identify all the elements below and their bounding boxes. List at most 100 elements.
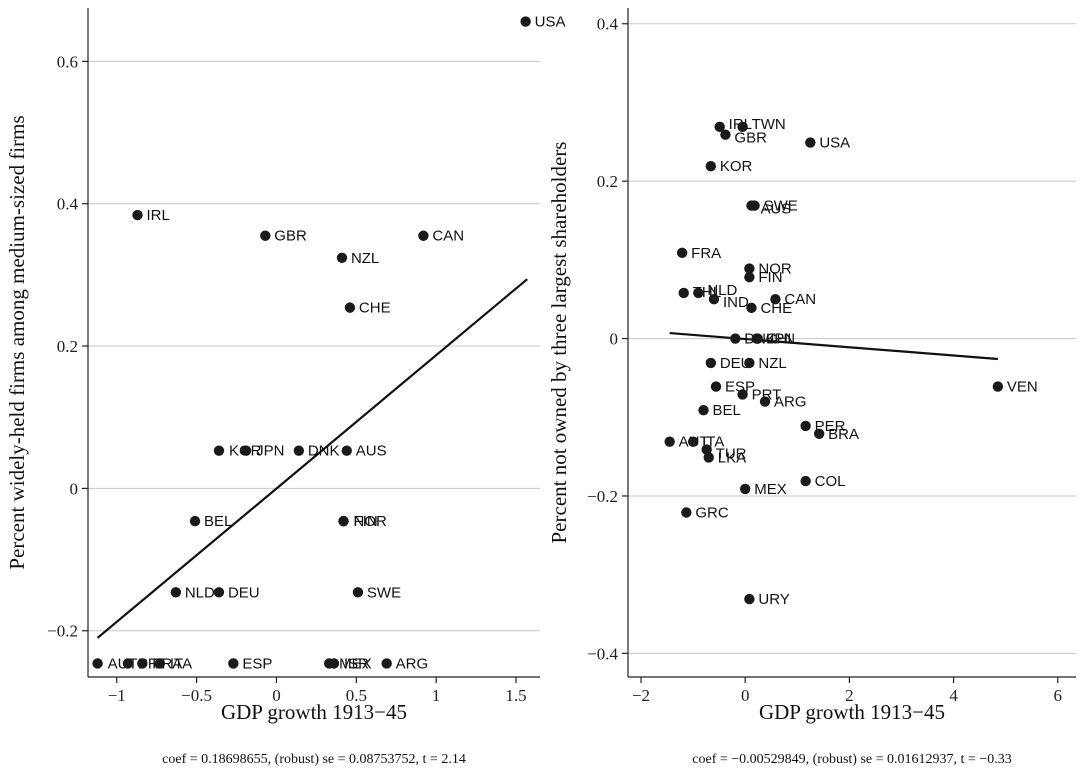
data-point-tur <box>701 444 712 455</box>
x-tick-label: −1 <box>108 686 126 705</box>
y-tick-label: 0 <box>70 479 79 498</box>
data-point-swe <box>352 587 364 598</box>
data-label-nor: NOR <box>354 513 388 530</box>
data-point-aut <box>92 658 103 669</box>
data-point-isr <box>328 658 340 669</box>
x-tick-label: 0.5 <box>346 686 367 705</box>
data-label-che: CHE <box>359 300 391 317</box>
data-point-can <box>418 230 429 241</box>
y-tick-label: −0.4 <box>587 644 618 663</box>
data-point-fra <box>137 658 148 669</box>
y-tick-label: 0 <box>610 330 619 349</box>
data-label-irl: IRL <box>147 207 170 224</box>
x-tick-label: −2 <box>632 686 650 705</box>
data-point-che <box>344 302 356 313</box>
data-point-esp <box>228 658 239 669</box>
data-label-nzl: NZL <box>758 355 786 372</box>
data-point-grc <box>681 507 692 518</box>
data-point-can <box>770 294 781 305</box>
data-label-gbr: GBR <box>734 130 767 147</box>
data-point-ury <box>744 593 755 605</box>
data-label-can: CAN <box>784 291 816 308</box>
data-label-jpn: JPN <box>256 443 284 460</box>
data-point-fra <box>676 247 688 258</box>
data-label-ven: VEN <box>1007 379 1038 396</box>
data-label-jpn: JPN <box>767 331 795 348</box>
data-point-nzl <box>336 252 348 264</box>
data-point-bel <box>698 404 709 416</box>
data-point-per <box>800 420 811 432</box>
data-label-esp: ESP <box>725 379 755 396</box>
data-label-aus: AUS <box>356 443 387 460</box>
x-axis-title: GDP growth 1913−45 <box>759 700 945 724</box>
x-tick-label: −0.5 <box>181 686 212 705</box>
data-point-ind <box>708 294 720 305</box>
data-label-fra: FRA <box>691 245 721 262</box>
data-label-nzl: NZL <box>351 250 379 267</box>
data-point-gbr <box>720 129 731 140</box>
data-label-bel: BEL <box>713 402 741 419</box>
x-tick-label: 4 <box>949 686 958 705</box>
data-point-gbr <box>260 230 271 241</box>
y-tick-label: −0.2 <box>587 487 618 506</box>
data-point-nor <box>338 515 349 527</box>
data-label-chl: CHL <box>766 331 796 348</box>
data-point-nld <box>693 287 704 299</box>
data-point-kor <box>705 160 717 172</box>
data-point-nzl <box>744 357 755 369</box>
x-tick-label: 0 <box>741 686 750 705</box>
left-scatter-panel: −0.2 0 0.2 0.4 0.6 −1 −0.5 0 0.5 1 1.5 USA IRL GBR CAN… <box>5 8 565 767</box>
data-label-dnk: DNK <box>308 443 340 460</box>
fitted-regression-line <box>96 278 528 639</box>
data-label-gbr: GBR <box>274 228 307 245</box>
data-point-dnk <box>293 445 305 456</box>
data-point-mex <box>740 483 751 495</box>
data-label-arg: ARG <box>396 655 429 672</box>
data-point-aut <box>664 436 675 447</box>
data-label-isr: ISR <box>344 655 369 672</box>
data-point-chl <box>751 333 762 344</box>
data-label-usa: USA <box>819 135 850 152</box>
x-tick-label: 2 <box>845 686 854 705</box>
data-label-grc: GRC <box>695 505 729 522</box>
data-label-deu: DEU <box>228 584 260 601</box>
data-point-esp <box>710 381 722 392</box>
y-tick-label: 0.4 <box>597 15 619 34</box>
data-label-swe: SWE <box>367 584 401 601</box>
data-point-deu <box>213 587 225 598</box>
data-point-dnk <box>730 333 741 344</box>
data-point-usa <box>805 137 816 148</box>
data-point-ven <box>992 381 1004 392</box>
data-label-tur: TUR <box>716 446 747 463</box>
data-point-nor <box>744 263 755 274</box>
data-point-deu <box>705 357 717 369</box>
data-label-esp: ESP <box>242 655 272 672</box>
data-label-can: CAN <box>432 228 464 245</box>
data-point-prt <box>737 389 748 400</box>
data-label-nld: NLD <box>185 584 215 601</box>
data-point-usa <box>520 16 531 27</box>
data-point-nld <box>170 587 182 598</box>
data-point-ita <box>687 436 699 447</box>
data-point-arg <box>381 658 392 669</box>
data-point-irl <box>132 209 143 221</box>
data-label-prt: PRT <box>752 386 782 403</box>
data-label-deu: DEU <box>720 355 752 372</box>
x-tick-label: 1.5 <box>505 686 526 705</box>
data-point-jpn <box>240 445 252 456</box>
data-point-kor <box>213 445 225 456</box>
data-point-bra <box>813 428 825 439</box>
data-point-bel <box>189 515 201 527</box>
data-label-swe: SWE <box>764 198 798 215</box>
data-label-arg: ARG <box>774 394 807 411</box>
data-label-nor: NOR <box>758 261 792 278</box>
data-label-fin: FIN <box>354 513 378 530</box>
data-label-kor: KOR <box>720 158 753 175</box>
y-tick-label: 0.2 <box>57 337 78 356</box>
data-point-thl <box>678 287 689 299</box>
x-tick-label: 6 <box>1054 686 1063 705</box>
x-axis-title: GDP growth 1913−45 <box>221 700 407 724</box>
data-label-bra: BRA <box>828 426 859 443</box>
data-label-che: CHE <box>760 300 792 317</box>
data-label-mex: MEX <box>754 481 787 498</box>
